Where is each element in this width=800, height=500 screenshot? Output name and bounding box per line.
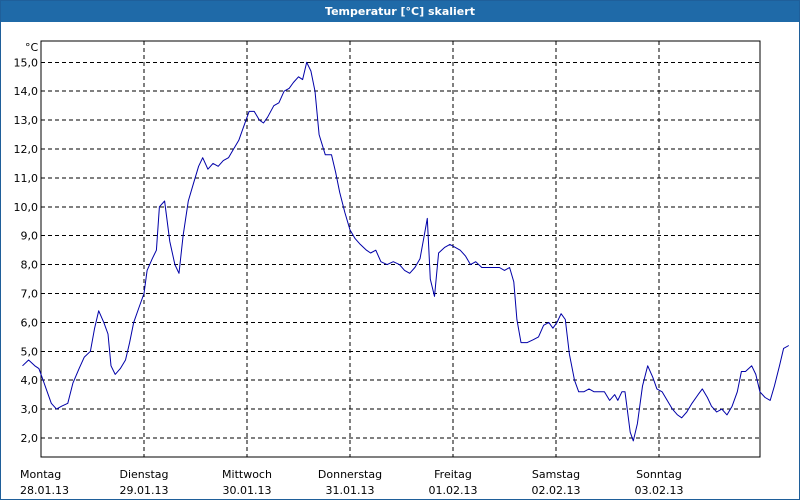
x-tick-date: 28.01.13 (20, 484, 69, 497)
x-tick-day: Mittwoch (222, 468, 272, 481)
y-tick-label: 12,0 (14, 143, 39, 156)
y-axis-label: °C (25, 41, 39, 54)
y-tick-label: 3,0 (21, 403, 39, 416)
x-tick-day: Dienstag (119, 468, 168, 481)
x-tick-day: Montag (20, 468, 61, 481)
y-tick-labels: 2,0 3,0 4,0 5,0 6,0 7,0 8,0 9,0 10,0 11,0 12,0 13,0… (14, 56, 39, 445)
x-tick-date: 01.02.13 (429, 484, 478, 497)
y-tick-label: 10,0 (14, 201, 39, 214)
window-title: Temperatur [°C] skaliert (1, 1, 799, 22)
y-tick-label: 8,0 (21, 259, 39, 272)
y-tick-label: 4,0 (21, 374, 39, 387)
y-tick-label: 13,0 (14, 114, 39, 127)
plot-frame (40, 40, 761, 458)
y-tick-label: 5,0 (21, 345, 39, 358)
y-tick-label: 14,0 (14, 85, 39, 98)
x-tick-day: Samstag (532, 468, 580, 481)
y-tick-label: 15,0 (14, 56, 39, 69)
y-tick-label: 6,0 (21, 316, 39, 329)
x-tick-day: Donnerstag (318, 468, 382, 481)
plot-border (40, 40, 761, 458)
x-tick-date: 03.02.13 (635, 484, 684, 497)
x-tick-date: 29.01.13 (120, 484, 169, 497)
x-tick-labels: Montag 28.01.13 Dienstag 29.01.13 Mittwoch 30… (20, 468, 683, 497)
y-tick-label: 11,0 (14, 172, 39, 185)
grid (41, 41, 760, 457)
x-tick-date: 30.01.13 (223, 484, 272, 497)
y-tick-label: 9,0 (21, 230, 39, 243)
series (22, 61, 790, 442)
x-tick-day: Freitag (434, 468, 472, 481)
x-tick-date: 02.02.13 (532, 484, 581, 497)
x-tick-date: 31.01.13 (326, 484, 375, 497)
x-tick-day: Sonntag (636, 468, 682, 481)
y-tick-label: 2,0 (21, 432, 39, 445)
y-tick-label: 7,0 (21, 288, 39, 301)
series-line (22, 61, 790, 442)
